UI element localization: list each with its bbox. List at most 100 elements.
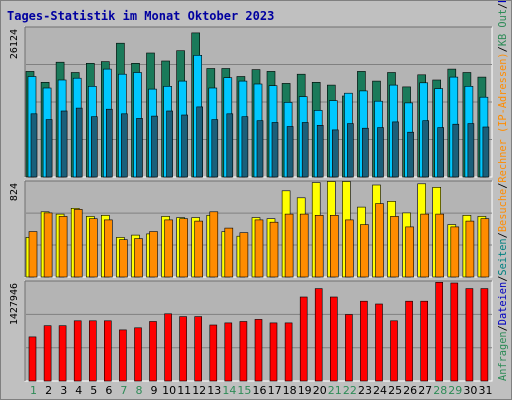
bar-kbf-day-30 (465, 288, 474, 382)
panel-bottom-ymax-label: 1427946 (9, 283, 20, 325)
bar-besuche-day-9 (149, 231, 158, 278)
bar-besuche-day-24 (375, 203, 384, 278)
panel-top-ymax-label: 26124 (9, 29, 20, 59)
x-tick-label-day-23: 23 (358, 384, 372, 397)
bar-besuche-day-29 (450, 226, 460, 278)
bar-kbf-day-25 (390, 320, 398, 382)
x-tick-label-day-21: 21 (328, 384, 342, 397)
bar-seiten-day-4 (75, 107, 83, 178)
bar-seiten-day-26 (407, 131, 414, 178)
legend-segment-5: / (497, 232, 509, 238)
bar-kbf-day-5 (89, 320, 97, 382)
bar-seiten-day-14 (226, 113, 234, 178)
bar-besuche-day-20 (314, 215, 324, 278)
bar-kbf-day-28 (435, 281, 444, 382)
legend-segment-7: / (497, 183, 509, 189)
legend-segment-1: / (497, 325, 509, 331)
x-tick-label-day-4: 4 (75, 384, 82, 397)
bar-seiten-day-20 (316, 125, 324, 178)
x-tick-label-day-12: 12 (192, 384, 206, 397)
x-tick-label-day-24: 24 (373, 384, 387, 397)
x-tick-label-day-1: 1 (30, 384, 37, 397)
legend-segment-2: Dateien (497, 282, 509, 325)
x-tick-label-day-15: 15 (237, 384, 251, 397)
bar-seiten-day-29 (452, 123, 460, 178)
bar-besuche-day-26 (405, 226, 414, 278)
legend-segment-10: KB Out (497, 9, 509, 46)
bar-kbf-day-29 (450, 282, 459, 382)
bar-kbf-day-2 (43, 325, 52, 382)
bar-kbf-day-16 (254, 319, 263, 382)
bar-kbf-day-22 (345, 314, 353, 382)
bar-besuche-day-5 (89, 218, 98, 278)
x-tick-label-day-16: 16 (253, 384, 267, 397)
x-tick-label-day-25: 25 (388, 384, 402, 397)
bar-kbf-day-3 (58, 325, 67, 382)
bar-besuche-day-7 (119, 239, 128, 278)
x-tick-label-day-18: 18 (283, 384, 297, 397)
bar-seiten-day-25 (392, 121, 399, 178)
bar-seiten-day-13 (211, 119, 219, 178)
bar-seiten-day-22 (347, 123, 354, 178)
bar-seiten-day-6 (106, 108, 113, 178)
bar-besuche-day-6 (104, 219, 113, 278)
bar-kbf-day-31 (480, 288, 489, 382)
bar-besuche-day-25 (390, 216, 399, 278)
bar-besuche-day-2 (43, 212, 53, 278)
bar-seiten-day-3 (60, 110, 68, 178)
bar-seiten-day-31 (482, 126, 490, 178)
x-tick-label-day-31: 31 (479, 384, 493, 397)
bar-besuche-day-19 (299, 213, 309, 278)
bar-seiten-day-9 (151, 115, 158, 178)
bar-seiten-day-28 (437, 127, 445, 178)
bar-seiten-day-17 (271, 122, 279, 178)
bar-kbf-day-8 (134, 327, 142, 382)
bar-kbf-day-26 (405, 300, 413, 382)
bar-kbf-day-27 (420, 300, 429, 382)
x-tick-label-day-19: 19 (298, 384, 312, 397)
bar-seiten-day-24 (377, 127, 384, 178)
x-tick-label-day-5: 5 (90, 384, 97, 397)
bar-kbf-day-14 (224, 322, 233, 382)
x-tick-label-day-13: 13 (207, 384, 221, 397)
bar-seiten-day-7 (121, 113, 128, 178)
legend-segment-11: / (497, 3, 509, 9)
bar-besuche-day-23 (360, 224, 369, 278)
x-tick-label-day-28: 28 (433, 384, 447, 397)
bar-besuche-day-4 (73, 209, 83, 278)
bar-besuche-day-18 (284, 213, 294, 278)
bar-seiten-day-27 (422, 120, 430, 178)
bar-besuche-day-16 (254, 219, 264, 278)
bar-kbf-day-23 (360, 300, 368, 382)
legend-segment-9: / (497, 46, 509, 52)
bar-seiten-day-16 (256, 120, 264, 178)
bar-kbf-day-12 (194, 316, 202, 382)
bar-kbf-day-15 (239, 321, 248, 382)
bar-besuche-day-15 (239, 232, 249, 278)
x-tick-label-day-10: 10 (162, 384, 176, 397)
x-tick-label-day-8: 8 (136, 384, 143, 397)
legend-segment-8: Rechner (IP-Adressen) (497, 52, 509, 182)
legend-segment-3: / (497, 276, 509, 282)
bar-seiten-day-21 (331, 129, 339, 178)
x-tick-label-day-6: 6 (105, 384, 112, 397)
bar-besuche-day-13 (209, 211, 219, 278)
legend-segment-0: Anfragen (497, 331, 509, 381)
bar-kbf-day-11 (179, 316, 187, 382)
bar-besuche-day-1 (28, 231, 38, 278)
bar-besuche-day-31 (480, 218, 490, 278)
bar-seiten-day-19 (301, 122, 309, 178)
bar-kbf-day-9 (149, 321, 157, 382)
bar-seiten-day-8 (136, 118, 143, 178)
x-tick-label-day-2: 2 (45, 384, 52, 397)
chart-title: Tages-Statistik im Monat Oktober 2023 (7, 9, 274, 23)
x-tick-label-day-20: 20 (313, 384, 327, 397)
legend-segment-12: KB In (497, 1, 509, 3)
bar-seiten-day-10 (166, 110, 173, 178)
bar-seiten-day-1 (30, 113, 38, 178)
bar-besuche-day-10 (164, 219, 173, 278)
x-tick-label-day-26: 26 (403, 384, 417, 397)
bar-kbf-day-19 (299, 296, 308, 382)
